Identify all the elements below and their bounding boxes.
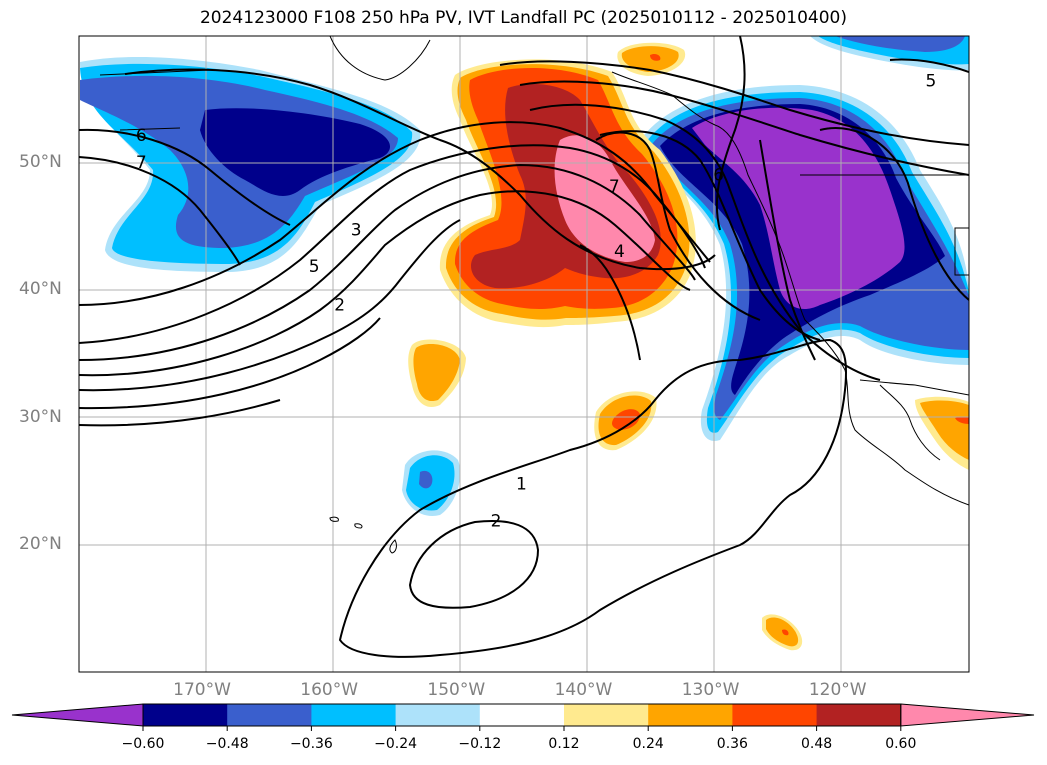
plot-title: 2024123000 F108 250 hPa PV, IVT Landfall… <box>199 8 847 28</box>
lat-tick-label: 40°N <box>19 279 62 300</box>
pv-contour-2d <box>79 399 281 427</box>
negative-anomaly-northeast-pacific <box>640 85 969 441</box>
coast-alaska-west <box>329 36 431 81</box>
coast-north-america <box>611 71 969 506</box>
coast-aleutians <box>99 69 211 131</box>
pv-contours <box>79 36 969 658</box>
pv-contour-label: 7 <box>609 177 620 197</box>
coastlines <box>99 36 969 554</box>
pv-contour-label: 5 <box>925 72 936 92</box>
colorbar-bin <box>479 704 565 726</box>
pv-contour-label: 5 <box>309 257 320 277</box>
pv-contour-arc-2 <box>599 130 821 341</box>
lon-tick-label: 120°W <box>808 680 867 700</box>
pv-contour-label: 3 <box>351 220 362 240</box>
pv-contour-7-west <box>79 156 241 266</box>
colorbar-tick-label: 0.12 <box>548 736 580 752</box>
colorbar-bin <box>564 704 649 726</box>
colorbar-tick-label: 0.60 <box>885 736 917 752</box>
colorbar-bin <box>143 704 228 726</box>
colorbar-tick-label: −0.12 <box>458 736 502 752</box>
lon-tick-label: 150°W <box>427 680 486 700</box>
colorbar-tick-label: −0.24 <box>374 736 418 752</box>
pv-contour-north-trough <box>124 68 716 271</box>
gridlines <box>79 36 969 672</box>
pv-contour-arc-1 <box>529 103 881 381</box>
positive-anomaly-central-ridge <box>439 59 696 328</box>
pv-contour-4 <box>79 144 706 344</box>
colorbar-tick-label: −0.48 <box>205 736 249 752</box>
pv-contour-label: 4 <box>614 242 625 262</box>
pv-contour-arc-4 <box>715 36 746 231</box>
pv-contour-1 <box>338 338 848 658</box>
lon-tick-label: 140°W <box>554 680 613 700</box>
pv-contour-5-east <box>889 58 969 73</box>
colorbar-tick-label: −0.60 <box>121 736 165 752</box>
colorbar-extend-high <box>900 703 1035 727</box>
colorbar-bin <box>732 704 818 726</box>
pv-contour-label: 6 <box>136 126 147 146</box>
negative-anomaly-northwest-pacific <box>80 56 421 272</box>
colorbar <box>11 703 1035 731</box>
pv-contour-1-north <box>579 244 641 361</box>
colorbar-tick-label: 0.48 <box>801 736 833 752</box>
border-segment-east <box>954 227 969 276</box>
pv-contour-north-2 <box>519 80 969 176</box>
colorbar-extend-low <box>11 703 144 727</box>
colorbar-tick-label: 0.24 <box>632 736 664 752</box>
colorbar-bin <box>395 704 481 726</box>
pv-contour-2-west <box>79 190 691 377</box>
lat-tick-label: 50°N <box>19 152 62 173</box>
pv-contour-arc-3 <box>595 131 761 321</box>
pv-contour-label: 2 <box>334 295 345 315</box>
lon-tick-label: 170°W <box>173 680 231 700</box>
colorbar-bin <box>648 704 733 726</box>
pv-contour-2b <box>79 219 461 392</box>
pv-contour-3 <box>79 163 696 361</box>
colorbar-outline <box>142 703 902 727</box>
lat-tick-label: 30°N <box>19 406 62 427</box>
colorbar-bin <box>227 704 312 726</box>
coast-baja <box>879 384 941 461</box>
island-kauai <box>329 516 339 522</box>
pv-contour-label: 2 <box>491 512 502 532</box>
pv-contour-arc-6 <box>819 127 969 301</box>
colorbar-tick-label: 0.36 <box>716 736 748 752</box>
colorbar-bin <box>816 704 902 726</box>
lon-tick-label: 160°W <box>300 680 359 700</box>
pv-contour-north-1 <box>499 60 969 146</box>
border-us-mexico <box>859 379 969 396</box>
island-hawaii <box>389 539 397 554</box>
positive-anomaly-subtropical <box>408 339 969 651</box>
negative-anomaly-subtropical <box>402 450 461 516</box>
lat-tick-label: 20°N <box>19 533 62 554</box>
lon-tick-label: 130°W <box>681 680 740 700</box>
colorbar-tick-label: −0.36 <box>289 736 333 752</box>
pv-contour-label: 7 <box>136 153 147 173</box>
pv-contour-2c <box>79 317 381 410</box>
map-frame <box>78 35 970 673</box>
island-oahu <box>354 523 363 529</box>
pv-contour-6-west <box>79 128 291 226</box>
pv-contour-label: 1 <box>516 475 527 495</box>
pv-contour-label: 6 <box>713 166 724 186</box>
pv-contour-2-closed <box>408 519 540 609</box>
colorbar-bin <box>311 704 397 726</box>
